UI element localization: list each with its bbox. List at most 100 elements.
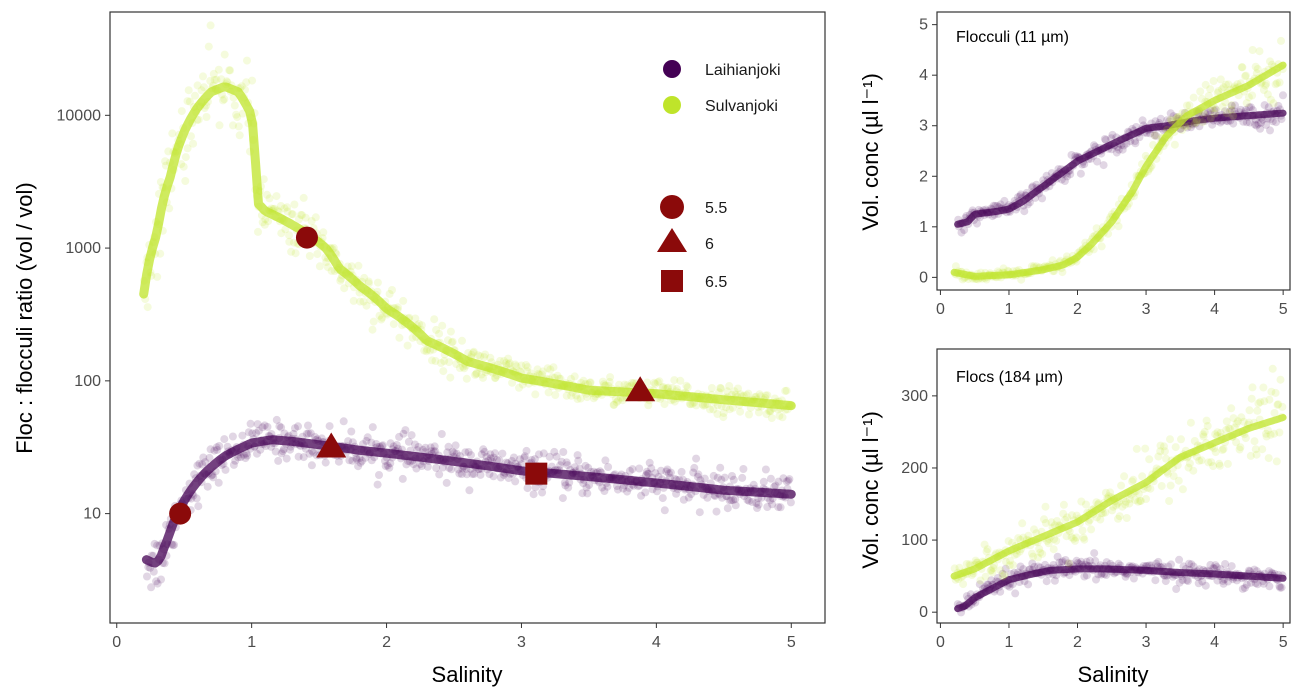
laihianjoki-point	[574, 456, 583, 465]
laihianjoki-point	[565, 478, 574, 487]
sulvanjoki-point	[1138, 472, 1147, 481]
sulvanjoki-point	[515, 383, 523, 392]
laihianjoki-point	[252, 429, 261, 438]
sulvanjoki-point	[707, 384, 716, 392]
laihianjoki-point	[534, 450, 543, 459]
sulvanjoki-point	[1029, 552, 1038, 561]
laihianjoki-point	[623, 487, 632, 496]
y-tick-label: 100	[74, 373, 101, 390]
laihianjoki-point	[450, 448, 459, 457]
laihianjoki-point	[581, 461, 590, 470]
laihianjoki-point	[776, 503, 785, 512]
sulvanjoki-point	[589, 394, 598, 403]
laihianjoki-point	[560, 478, 569, 487]
laihianjoki-point	[419, 445, 427, 454]
x-tick-label: 5	[787, 634, 796, 651]
laihianjoki-point	[308, 446, 317, 455]
sulvanjoki-point	[446, 327, 455, 336]
laihianjoki-point	[1178, 576, 1187, 585]
sulvanjoki-point	[1014, 534, 1023, 543]
laihianjoki-point	[754, 500, 763, 509]
laihianjoki-point	[1204, 108, 1213, 117]
sulvanjoki-point	[181, 153, 190, 162]
sulvanjoki-point	[323, 263, 332, 272]
sulvanjoki-point	[959, 580, 968, 589]
sulvanjoki-point	[446, 373, 455, 382]
laihianjoki-point	[1218, 576, 1227, 585]
laihianjoki-point	[1118, 145, 1127, 154]
laihianjoki-point	[511, 477, 520, 486]
laihianjoki-point	[321, 458, 330, 467]
sulvanjoki-point	[1195, 456, 1204, 465]
laihianjoki-point	[1034, 562, 1043, 571]
laihianjoki-point	[1172, 585, 1181, 593]
laihianjoki-point	[1279, 91, 1287, 100]
laihianjoki-point	[395, 432, 404, 441]
sulvanjoki-point	[1030, 525, 1038, 534]
laihianjoki-point	[221, 465, 230, 474]
laihianjoki-point	[689, 468, 698, 477]
sulvanjoki-point	[491, 374, 499, 383]
laihianjoki-point	[1073, 558, 1082, 567]
sulvanjoki-point	[1252, 450, 1261, 459]
laihianjoki-point	[1050, 576, 1059, 585]
sulvanjoki-point	[508, 378, 517, 387]
laihianjoki-point	[1265, 567, 1273, 576]
sulvanjoki-point	[1002, 557, 1010, 566]
legend-key-square	[661, 270, 683, 292]
sulvanjoki-point	[364, 277, 373, 286]
sulvanjoki-point	[722, 403, 730, 412]
laihianjoki-point	[717, 475, 726, 484]
laihianjoki-point	[504, 474, 513, 482]
sulvanjoki-point	[1047, 518, 1056, 527]
flocculi-panel-border	[936, 11, 1291, 291]
laihianjoki-point	[482, 452, 491, 461]
sulvanjoki-point	[481, 350, 490, 359]
sulvanjoki-point	[1005, 561, 1014, 570]
legend-rivers: Laihianjoki Sulvanjoki	[663, 60, 781, 115]
laihianjoki-point	[696, 476, 705, 485]
laihianjoki-point	[352, 454, 361, 462]
laihianjoki-point	[248, 429, 257, 438]
laihianjoki-point	[731, 501, 740, 510]
laihianjoki-point	[1097, 570, 1106, 579]
legend-label-sulvanjoki: Sulvanjoki	[705, 98, 778, 115]
laihianjoki-point	[1063, 559, 1072, 568]
laihianjoki-point	[642, 471, 650, 480]
laihianjoki-point	[728, 472, 736, 480]
sulvanjoki-point	[1122, 497, 1130, 506]
sulvanjoki-point	[610, 400, 619, 409]
sulvanjoki-point	[1237, 63, 1246, 72]
sulvanjoki-point	[1189, 466, 1198, 475]
sulvanjoki-point	[362, 301, 371, 310]
sulvanjoki-point	[261, 215, 270, 224]
sulvanjoki-point	[287, 210, 296, 219]
sulvanjoki-point	[183, 97, 192, 106]
laihianjoki-point	[486, 450, 495, 459]
sulvanjoki-point	[373, 278, 382, 287]
sulvanjoki-point	[1266, 95, 1275, 104]
laihianjoki-point	[1152, 559, 1161, 568]
sulvanjoki-point	[1092, 224, 1101, 233]
laihianjoki-point	[993, 574, 1002, 582]
laihianjoki-point	[1266, 126, 1274, 135]
laihianjoki-point	[653, 487, 661, 496]
sulvanjoki-point	[1227, 101, 1236, 110]
sulvanjoki-point	[438, 321, 447, 330]
laihianjoki-point	[289, 429, 298, 438]
sulvanjoki-point	[1254, 399, 1263, 408]
laihianjoki-point	[989, 201, 998, 210]
sulvanjoki-point	[1222, 426, 1231, 434]
laihianjoki-point	[150, 539, 159, 548]
sulvanjoki-point	[685, 400, 694, 408]
laihianjoki-point	[1238, 584, 1247, 593]
sulvanjoki-point	[219, 96, 227, 105]
sulvanjoki-point	[1263, 90, 1272, 99]
laihianjoki-point	[645, 458, 654, 467]
laihianjoki-series-core	[954, 565, 1287, 613]
laihianjoki-point	[228, 432, 237, 441]
sulvanjoki-point	[1199, 430, 1208, 439]
laihianjoki-point	[1024, 580, 1033, 589]
laihianjoki-point	[214, 478, 223, 487]
sulvanjoki-point	[360, 273, 369, 282]
